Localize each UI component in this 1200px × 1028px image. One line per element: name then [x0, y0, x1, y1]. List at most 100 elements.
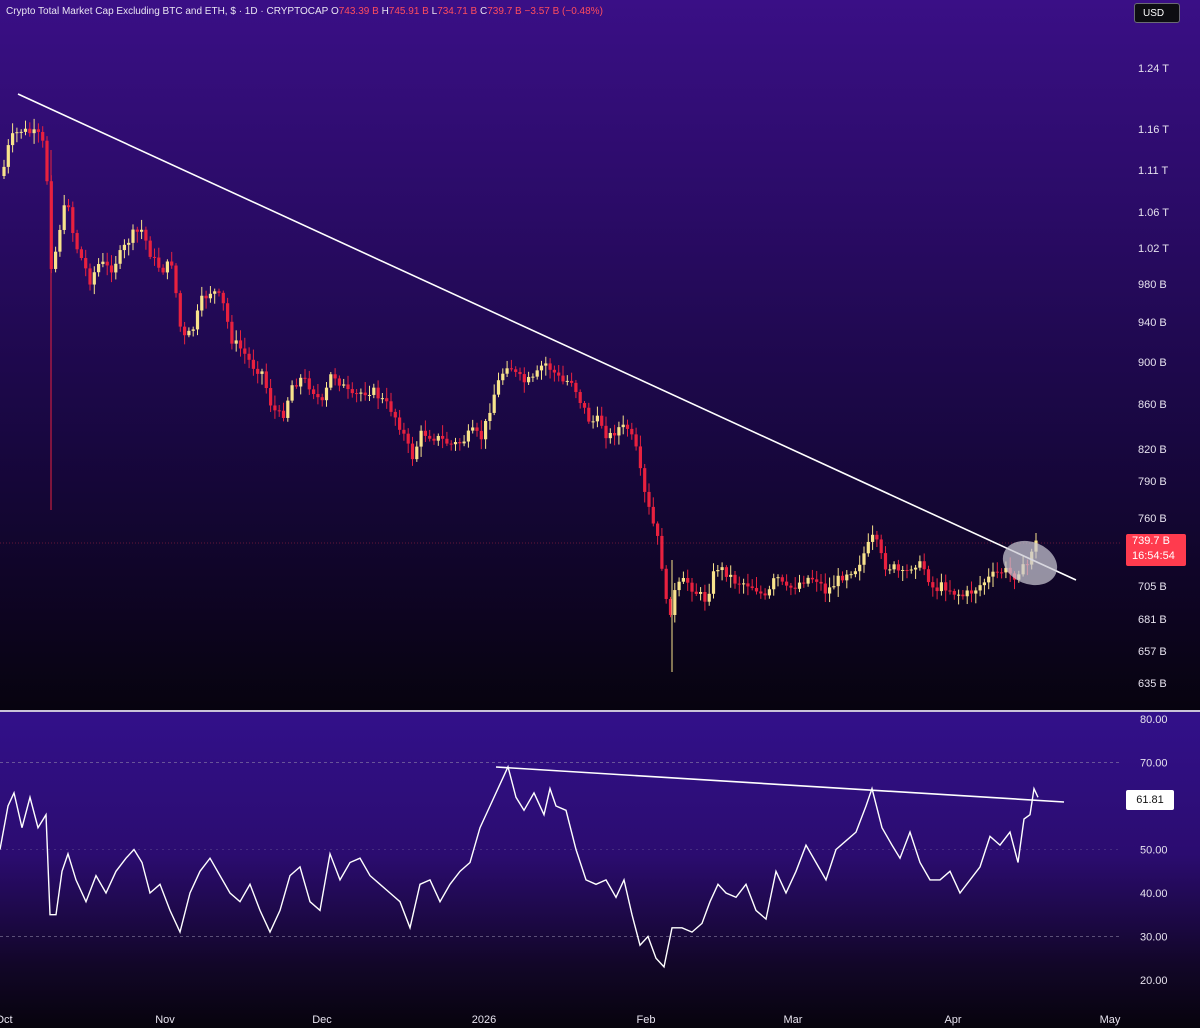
candle-body — [802, 582, 806, 584]
candle-body — [681, 578, 685, 582]
candle-body — [247, 353, 251, 360]
candle-body — [109, 265, 114, 273]
candle-body — [578, 392, 582, 404]
candle-body — [6, 145, 10, 167]
candle-body — [737, 583, 741, 585]
candle-body — [488, 412, 492, 421]
candle-body — [815, 579, 819, 582]
candle-body — [957, 594, 961, 596]
bar-countdown: 16:54:54 — [1132, 550, 1175, 562]
candle-body — [729, 574, 733, 577]
candle-body — [479, 430, 483, 440]
candle-body — [849, 574, 853, 576]
candle-body — [221, 292, 225, 304]
candle-body — [484, 420, 488, 440]
candle-body — [509, 368, 513, 370]
rsi-axis-label: 40.00 — [1140, 888, 1168, 900]
price-axis-label: 1.06 T — [1138, 207, 1169, 219]
candle-body — [587, 407, 591, 422]
candle-body — [888, 569, 892, 571]
candle-body — [28, 128, 32, 134]
candle-body — [264, 371, 268, 389]
price-axis-label: 860 B — [1138, 399, 1167, 411]
close-label: C — [480, 6, 488, 17]
candle-body — [522, 374, 526, 383]
candle-body — [677, 581, 681, 591]
rsi-line — [0, 764, 1039, 969]
candle-body — [785, 581, 789, 586]
candle-body — [531, 376, 535, 378]
candle-body — [944, 582, 948, 591]
candle-body — [935, 587, 939, 592]
candle-body — [892, 564, 896, 570]
price-axis-label: 1.11 T — [1138, 165, 1168, 177]
candle-body — [914, 567, 918, 570]
candle-body — [600, 415, 604, 426]
candle-body — [389, 401, 393, 412]
candle-body — [269, 388, 273, 406]
candle-body — [367, 394, 372, 396]
candle-body — [312, 389, 316, 395]
pane-divider[interactable] — [0, 710, 1200, 712]
candle-body — [105, 261, 109, 266]
low-label: L — [431, 6, 438, 17]
candle-body — [299, 377, 303, 387]
candle-body — [273, 405, 277, 411]
candle-body — [449, 443, 453, 445]
rsi-axis-label: 70.00 — [1140, 758, 1168, 770]
candle-body — [178, 293, 182, 327]
candle-body — [582, 403, 587, 408]
candle-body — [501, 373, 505, 381]
candle-body — [165, 261, 169, 273]
candle-body — [793, 587, 797, 589]
candle-body — [703, 591, 707, 602]
candle-body — [896, 564, 900, 571]
last-price-tag: 739.7 B 16:54:54 — [1126, 534, 1186, 566]
candle-body — [290, 385, 294, 401]
currency-button[interactable]: USD — [1134, 3, 1180, 23]
candle-body — [436, 435, 440, 441]
candle-body — [557, 372, 561, 376]
candle-body — [552, 369, 556, 373]
candle-body — [613, 432, 617, 436]
candle-body — [380, 398, 384, 400]
price-pane[interactable]: 1.24 T 1.16 T 1.11 T 1.06 T 1.02 T 980 B 940 B… — [0, 0, 1200, 710]
candle-body — [926, 569, 931, 583]
candle-body — [634, 434, 638, 447]
symbol-title[interactable]: Crypto Total Market Cap Excluding BTC an… — [6, 6, 329, 17]
candle-body — [1000, 572, 1004, 574]
candle-body — [656, 523, 660, 536]
candle-body — [350, 389, 354, 394]
candle-body — [208, 293, 212, 299]
open-value: 743.39 B — [338, 6, 379, 17]
candle-body — [372, 387, 376, 395]
candle-body — [909, 569, 913, 571]
candle-body — [471, 427, 475, 431]
rsi-axis-label: 30.00 — [1140, 932, 1168, 944]
candle-body — [195, 310, 200, 330]
candle-body — [518, 371, 522, 375]
candle-body — [840, 575, 845, 581]
price-trendline — [17, 93, 1077, 581]
price-chart[interactable]: 1.24 T 1.16 T 1.11 T 1.06 T 1.02 T 980 B 940 B… — [0, 0, 1200, 710]
candle-body — [204, 295, 208, 299]
high-value: 745.91 B — [388, 6, 429, 17]
candle-body — [36, 129, 40, 132]
price-axis-label: 705 B — [1138, 581, 1167, 593]
candle-body — [122, 244, 126, 251]
change-value: −3.57 B (−0.48%) — [524, 6, 603, 17]
candle-body — [238, 340, 243, 349]
price-axis-label: 635 B — [1138, 678, 1167, 690]
rsi-pane[interactable]: 80.0070.0060.0050.0040.0030.0020.00OctNo… — [0, 712, 1200, 1028]
candle-body — [948, 590, 952, 592]
candle-body — [342, 384, 346, 386]
rsi-chart[interactable]: 80.0070.0060.0050.0040.0030.0020.00OctNo… — [0, 712, 1200, 1028]
price-axis-label: 1.16 T — [1138, 124, 1169, 136]
price-axis-label: 790 B — [1138, 476, 1167, 488]
candle-body — [595, 415, 599, 422]
candle-body — [114, 263, 118, 273]
candle-body — [131, 229, 135, 243]
candle-body — [853, 571, 857, 575]
candle-body — [707, 593, 711, 602]
rsi-value-tag: 61.81 — [1126, 790, 1174, 810]
